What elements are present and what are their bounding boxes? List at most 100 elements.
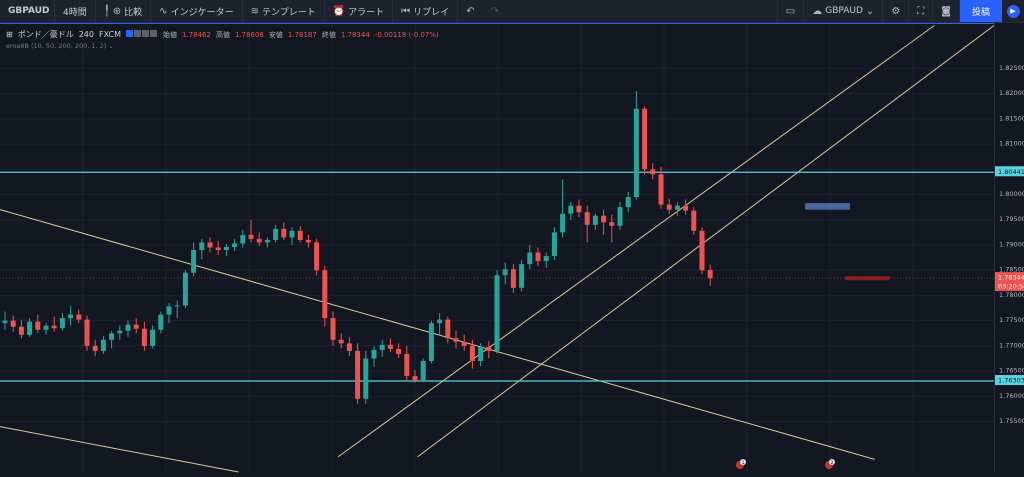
price-tick-label: 1.81000 — [999, 140, 1024, 148]
candle-body — [51, 325, 57, 329]
compare-button[interactable]: ╿ ⊕ 比較 — [96, 0, 152, 22]
publish-play-button[interactable]: ▶ — [1002, 0, 1024, 22]
layout-icon: ▭ — [785, 5, 796, 17]
candle-body — [76, 314, 82, 320]
series-legend: ⊞ ポンド／豪ドル 240 FXCM 始値 1.78462 高値 1.78608 安… — [6, 29, 439, 40]
indicator-wave-icon: ∿ — [159, 5, 168, 17]
candle-body — [100, 339, 106, 351]
symbol-search[interactable]: GBPAUD — [0, 0, 55, 22]
indicators-button[interactable]: ∿ インジケーター — [151, 0, 243, 22]
candle-body — [601, 215, 607, 223]
candle-body — [2, 320, 8, 324]
candle-body — [281, 228, 287, 238]
open-value: 1.78462 — [181, 30, 211, 39]
price-tick-label: 1.75500 — [999, 417, 1024, 425]
candle-body — [560, 213, 566, 233]
candle-body — [289, 230, 295, 238]
candle-body — [273, 228, 279, 240]
candle-body — [387, 344, 393, 349]
price-tick-label: 1.79000 — [999, 240, 1024, 248]
redo-button[interactable]: ↷ — [483, 0, 507, 22]
price-tick-label: 1.81500 — [999, 114, 1024, 122]
candle-body — [256, 238, 262, 243]
candle-body — [437, 319, 443, 324]
price-tick-label: 1.78500 — [999, 266, 1024, 274]
templates-label: テンプレート — [261, 7, 316, 18]
post-label: 投稿 — [971, 7, 990, 18]
candle-body — [18, 326, 24, 335]
alarm-clock-icon: ⏰ — [332, 5, 346, 17]
candle-body — [478, 346, 484, 362]
template-icon: ≋ — [250, 5, 259, 17]
candle-body — [150, 329, 156, 346]
price-tick-label: 1.76000 — [999, 392, 1024, 400]
candle-body — [519, 264, 525, 288]
candle-body — [166, 306, 172, 315]
low-label: 安値 — [268, 30, 283, 39]
interval-button[interactable]: 4時間 — [55, 0, 96, 22]
candle-body — [371, 349, 377, 359]
post-button[interactable]: 投稿 — [959, 0, 1002, 22]
candle-body — [232, 243, 238, 247]
close-mini-icon[interactable] — [149, 30, 157, 37]
chevron-down-icon: ⌄ — [108, 42, 114, 50]
candle-body — [625, 197, 631, 208]
candle-body — [576, 205, 582, 213]
candle-body — [650, 169, 656, 175]
candle-body — [633, 108, 639, 198]
replay-button[interactable]: ⏮ リプレイ — [393, 0, 459, 22]
candle-body — [420, 361, 426, 381]
highlight-box — [844, 276, 890, 281]
chevron-down-icon: ⌄ — [865, 5, 875, 17]
replay-icon: ⏮ — [401, 5, 411, 17]
last-price-label: 1.78344 — [998, 274, 1024, 282]
candle-body — [330, 318, 336, 340]
price-tick-label: 1.82500 — [999, 64, 1024, 72]
candle-body — [125, 324, 131, 331]
candle-body — [535, 252, 541, 262]
candle-body — [461, 341, 467, 346]
candle-body — [27, 321, 33, 335]
templates-button[interactable]: ≋ テンプレート — [243, 0, 325, 22]
candle-body — [379, 344, 385, 350]
candles-icon: ╿ — [103, 5, 110, 17]
level-price-label: 1.76303 — [998, 377, 1024, 385]
fullscreen-button[interactable]: ⛶ — [909, 0, 934, 22]
level-price-tag — [995, 375, 1024, 386]
price-tick-label: 1.79500 — [999, 215, 1024, 223]
level-price-tag — [995, 166, 1024, 177]
cloud-save-button[interactable]: ☁ GBPAUD ⌄ — [804, 0, 884, 22]
more-mini-icon[interactable] — [141, 30, 149, 37]
indicator-legend[interactable]: ema8B (10, 50, 200, 200, 1, 2) ⌄ — [6, 42, 114, 50]
eye-icon[interactable] — [125, 30, 133, 37]
price-axis[interactable]: 1.825001.820001.815001.810001.805001.800… — [994, 23, 1024, 472]
legend-source: FXCM — [98, 30, 121, 39]
candle-body — [502, 269, 508, 276]
undo-button[interactable]: ↶ — [458, 0, 482, 22]
countdown-label: 03:20:54 — [998, 283, 1024, 291]
top-toolbar: GBPAUD 4時間 ╿ ⊕ 比較 ∿ インジケーター ≋ テンプレート ⏰ アラート ⏮… — [0, 0, 1024, 23]
layout-button[interactable]: ▭ — [776, 0, 805, 22]
snapshot-button[interactable]: ◙ — [933, 0, 960, 22]
candle-body — [117, 330, 123, 334]
change-value: -0.00118 (-0.07%) — [374, 30, 439, 39]
trend-line — [0, 426, 239, 473]
alert-button[interactable]: ⏰ アラート — [325, 0, 394, 22]
close-label: 終値 — [321, 30, 336, 39]
highlight-box — [805, 203, 850, 210]
candle-body — [683, 205, 689, 211]
candle-body — [453, 338, 459, 342]
candle-body — [43, 325, 49, 330]
candle-body — [305, 239, 311, 243]
candle-body — [445, 319, 451, 339]
candle-body — [35, 321, 41, 330]
undo-icon: ↶ — [466, 5, 475, 17]
settings-mini-icon[interactable] — [133, 30, 141, 37]
candle-body — [133, 324, 139, 329]
candle-body — [527, 252, 533, 265]
settings-button[interactable]: ⚙ — [883, 0, 910, 22]
candle-body — [469, 345, 475, 362]
saved-layout-label: GBPAUD — [825, 6, 863, 16]
